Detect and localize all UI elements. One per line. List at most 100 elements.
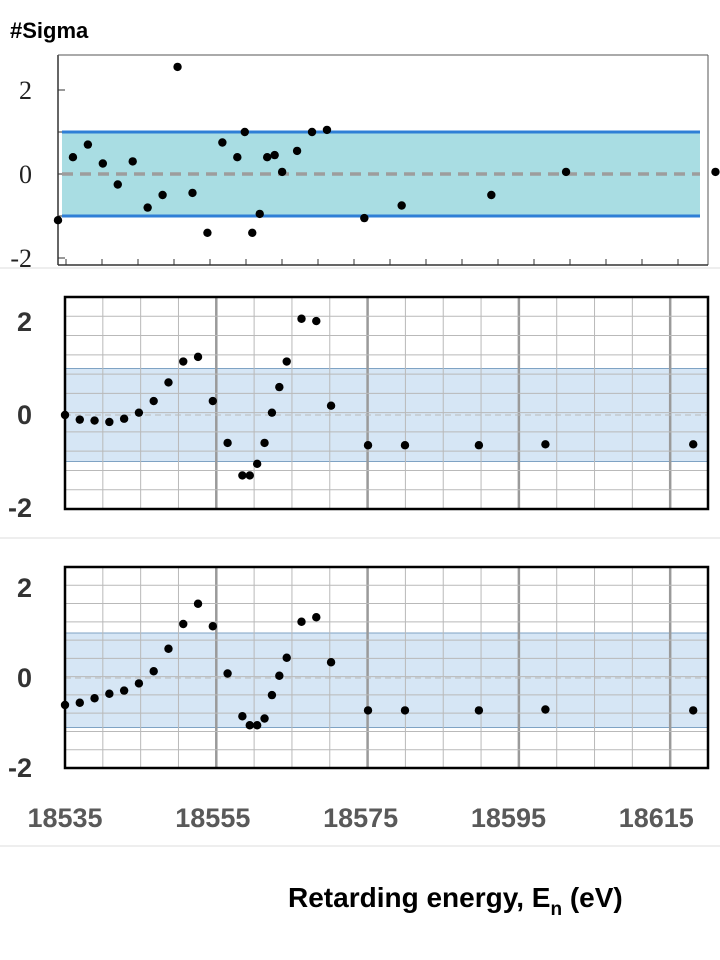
y-tick-label: 0: [17, 663, 32, 693]
chart-panel-top: 2 0 -2: [10, 54, 720, 273]
data-point: [270, 150, 279, 160]
data-point: [326, 658, 336, 667]
data-point: [203, 228, 212, 237]
x-tick-label: 18535: [27, 803, 102, 833]
plot-frame: [63, 565, 710, 770]
data-point: [134, 679, 144, 688]
data-point: [208, 622, 218, 631]
data-point: [75, 698, 84, 707]
data-point: [238, 712, 247, 721]
data-point: [292, 146, 302, 156]
data-point: [252, 459, 262, 469]
data-point: [113, 180, 122, 189]
data-point: [312, 613, 321, 622]
data-point: [143, 203, 152, 212]
data-point: [90, 416, 99, 425]
data-point: [245, 471, 254, 480]
data-point: [128, 157, 137, 166]
data-point: [134, 408, 144, 417]
data-point: [322, 125, 332, 135]
data-point: [179, 357, 188, 366]
data-point: [487, 190, 496, 200]
data-point: [75, 415, 84, 424]
data-point: [164, 644, 173, 653]
data-point: [541, 440, 550, 449]
x-tick-label: 18615: [619, 803, 694, 833]
data-point: [119, 414, 129, 423]
data-point: [233, 153, 242, 162]
data-point: [105, 417, 114, 427]
data-point: [307, 127, 317, 137]
x-tick-label: 18555: [175, 803, 250, 833]
data-point: [360, 213, 369, 223]
data-point: [711, 167, 720, 177]
data-point: [245, 721, 254, 730]
x-tick-label: 18595: [471, 803, 546, 833]
data-point: [98, 159, 108, 168]
data-point: [297, 314, 306, 323]
data-point: [260, 714, 269, 723]
y-tick-label: 2: [17, 307, 32, 337]
data-point: [105, 689, 114, 698]
data-point: [193, 352, 203, 362]
data-point: [689, 706, 698, 715]
data-point: [60, 700, 70, 710]
data-point: [60, 410, 70, 420]
x-axis-title-unit: (eV): [562, 882, 623, 913]
x-tick-label: 18575: [323, 803, 398, 833]
data-point: [474, 706, 484, 715]
data-point: [164, 378, 173, 387]
data-point: [689, 440, 698, 449]
y-tick-label: 2: [19, 76, 32, 105]
data-point: [223, 669, 232, 678]
data-point: [474, 441, 484, 450]
data-point: [208, 396, 218, 406]
chart-panel-middle: 2 0 -2: [8, 295, 710, 523]
chart-panel-bottom: 18535 18555 18575 18595 18615 2 0 -2: [8, 565, 710, 833]
data-point: [400, 706, 410, 715]
data-point: [363, 706, 373, 715]
x-axis-title: Retarding energy, En (eV): [288, 882, 623, 920]
data-point: [275, 382, 284, 392]
plot-frame: [63, 295, 710, 511]
data-point: [312, 316, 321, 326]
y-tick-label: 0: [19, 160, 32, 189]
data-point: [297, 617, 306, 626]
data-point: [561, 167, 571, 177]
x-axis-title-subscript: n: [550, 899, 562, 920]
data-point: [119, 686, 129, 695]
data-point: [240, 127, 249, 137]
data-point: [282, 653, 291, 662]
y-tick-label: 2: [17, 573, 32, 603]
data-point: [68, 153, 78, 162]
data-point: [90, 694, 99, 703]
y-tick-label: -2: [8, 753, 32, 783]
figure-title: #Sigma: [10, 18, 89, 43]
data-point: [363, 441, 373, 450]
data-point: [149, 667, 158, 676]
data-point: [541, 705, 550, 714]
data-point: [188, 188, 197, 198]
data-point: [173, 62, 182, 72]
data-point: [260, 438, 269, 448]
data-point: [149, 396, 158, 406]
data-point: [252, 721, 262, 730]
data-point: [218, 138, 227, 147]
data-point: [238, 471, 247, 480]
data-point: [248, 228, 257, 237]
data-point: [53, 216, 63, 225]
data-point: [83, 140, 93, 149]
data-point: [262, 153, 272, 162]
data-point: [255, 209, 264, 219]
data-point: [277, 167, 287, 177]
data-point: [158, 190, 167, 200]
data-point: [282, 357, 291, 366]
y-tick-label: 0: [17, 400, 32, 430]
data-point: [326, 401, 336, 410]
y-tick-label: -2: [8, 493, 32, 523]
data-point: [193, 599, 203, 608]
data-point: [179, 619, 188, 629]
data-point: [400, 441, 410, 450]
data-point: [275, 671, 284, 680]
